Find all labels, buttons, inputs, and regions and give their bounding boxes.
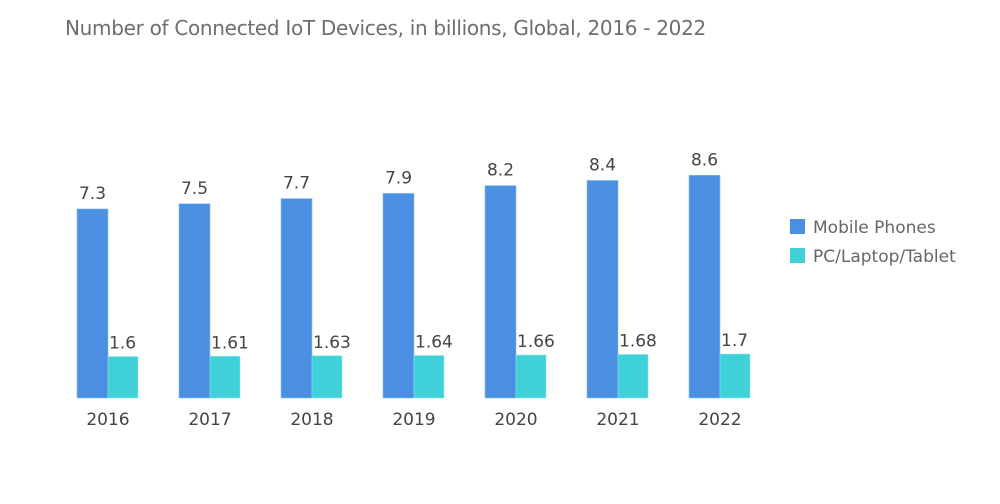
x-tick-label: 2017 — [188, 410, 231, 430]
mobile-bar-2018 — [280, 198, 313, 399]
mobile-bar-2017 — [178, 203, 211, 399]
data-label: 7.7 — [283, 174, 310, 194]
legend-swatch — [790, 248, 805, 263]
data-label: 1.64 — [415, 333, 453, 353]
data-label: 1.6 — [109, 334, 136, 354]
mobile-bar-2019 — [382, 193, 415, 399]
data-label: 7.9 — [385, 168, 412, 188]
data-label: 1.66 — [517, 332, 555, 352]
pc-bar-2022 — [719, 353, 751, 399]
data-label: 7.5 — [181, 179, 208, 199]
data-label: 1.61 — [211, 333, 249, 353]
x-tick-label: 2016 — [86, 410, 129, 430]
pc-bar-2018 — [311, 355, 343, 399]
mobile-bar-2016 — [76, 208, 109, 399]
data-label: 1.7 — [721, 331, 748, 351]
data-label: 1.63 — [313, 333, 351, 353]
pc-bar-2017 — [209, 356, 241, 399]
pc-bar-2016 — [107, 356, 139, 399]
x-tick-label: 2021 — [596, 410, 639, 430]
legend-label: PC/Laptop/Tablet — [813, 247, 956, 267]
legend-label: Mobile Phones — [813, 218, 936, 238]
x-tick-label: 2022 — [698, 410, 741, 430]
legend-swatch — [790, 219, 805, 234]
data-label: 8.6 — [691, 150, 718, 170]
chart-title: Number of Connected IoT Devices, in bill… — [65, 16, 706, 40]
x-tick-label: 2019 — [392, 410, 435, 430]
pc-bar-2019 — [413, 355, 445, 399]
mobile-bar-2020 — [484, 185, 517, 399]
data-label: 1.68 — [619, 331, 657, 351]
mobile-bar-2022 — [688, 174, 721, 399]
pc-bar-2020 — [515, 354, 547, 399]
data-label: 8.4 — [589, 155, 616, 175]
pc-bar-2021 — [617, 354, 649, 399]
mobile-bar-2021 — [586, 180, 619, 399]
data-label: 7.3 — [79, 184, 106, 204]
x-tick-label: 2020 — [494, 410, 537, 430]
data-label: 8.2 — [487, 161, 514, 181]
x-tick-label: 2018 — [290, 410, 333, 430]
